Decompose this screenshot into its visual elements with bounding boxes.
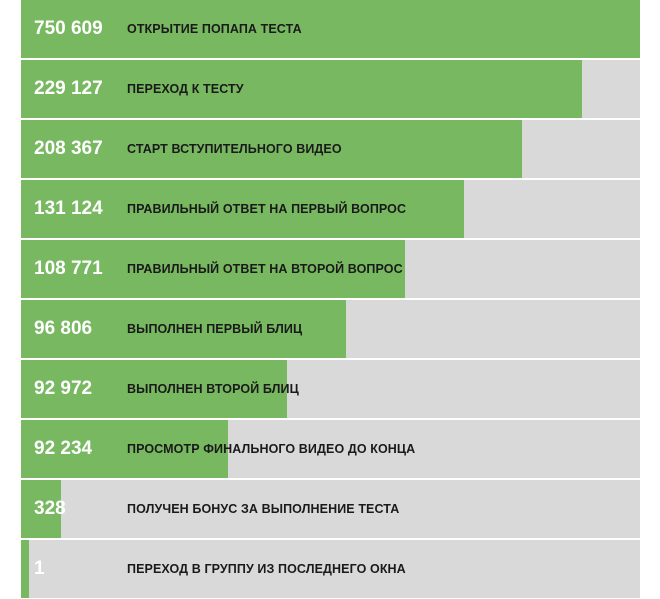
funnel-value-label: 1: [34, 558, 45, 579]
funnel-value-label: 108 771: [34, 258, 103, 279]
funnel-step-label: ПРАВИЛЬНЫЙ ОТВЕТ НА ВТОРОЙ ВОПРОС: [127, 262, 403, 276]
funnel-row: 96 806 ВЫПОЛНЕН ПЕРВЫЙ БЛИЦ: [21, 300, 640, 358]
funnel-bar: [21, 180, 464, 238]
funnel-bar: [21, 0, 640, 58]
funnel-step-label: ВЫПОЛНЕН ВТОРОЙ БЛИЦ: [127, 382, 299, 396]
funnel-bar: [21, 300, 346, 358]
funnel-bar: [21, 120, 522, 178]
funnel-row: 1 ПЕРЕХОД В ГРУППУ ИЗ ПОСЛЕДНЕГО ОКНА: [21, 540, 640, 598]
funnel-value-label: 208 367: [34, 138, 103, 159]
funnel-step-label: ПЕРЕХОД В ГРУППУ ИЗ ПОСЛЕДНЕГО ОКНА: [127, 562, 406, 576]
funnel-value-label: 131 124: [34, 198, 103, 219]
funnel-bar: [21, 60, 582, 118]
funnel-bar: [21, 420, 228, 478]
funnel-bar: [21, 360, 287, 418]
funnel-bar: [21, 240, 405, 298]
funnel-value-label: 229 127: [34, 78, 103, 99]
funnel-step-label: ПОЛУЧЕН БОНУС ЗА ВЫПОЛНЕНИЕ ТЕСТА: [127, 502, 400, 516]
funnel-value-label: 750 609: [34, 18, 103, 39]
funnel-row: 131 124 ПРАВИЛЬНЫЙ ОТВЕТ НА ПЕРВЫЙ ВОПРОС: [21, 180, 640, 238]
funnel-value-label: 92 972: [34, 378, 93, 399]
funnel-step-label: ПРОСМОТР ФИНАЛЬНОГО ВИДЕО ДО КОНЦА: [127, 442, 416, 456]
funnel-row: 750 609 ОТКРЫТИЕ ПОПАПА ТЕСТА: [21, 0, 640, 58]
funnel-row: 108 771 ПРАВИЛЬНЫЙ ОТВЕТ НА ВТОРОЙ ВОПРОС: [21, 240, 640, 298]
funnel-row: 328 ПОЛУЧЕН БОНУС ЗА ВЫПОЛНЕНИЕ ТЕСТА: [21, 480, 640, 538]
funnel-row: 229 127 ПЕРЕХОД К ТЕСТУ: [21, 60, 640, 118]
funnel-step-label: ВЫПОЛНЕН ПЕРВЫЙ БЛИЦ: [127, 322, 303, 336]
funnel-bar: [21, 540, 29, 598]
funnel-row: 92 972 ВЫПОЛНЕН ВТОРОЙ БЛИЦ: [21, 360, 640, 418]
funnel-step-label: СТАРТ ВСТУПИТЕЛЬНОГО ВИДЕО: [127, 142, 342, 156]
funnel-step-label: ПРАВИЛЬНЫЙ ОТВЕТ НА ПЕРВЫЙ ВОПРОС: [127, 202, 407, 216]
funnel-value-label: 328: [34, 498, 66, 519]
funnel-value-label: 96 806: [34, 318, 93, 339]
funnel-row: 208 367 СТАРТ ВСТУПИТЕЛЬНОГО ВИДЕО: [21, 120, 640, 178]
funnel-row: 92 234 ПРОСМОТР ФИНАЛЬНОГО ВИДЕО ДО КОНЦА: [21, 420, 640, 478]
funnel-value-label: 92 234: [34, 438, 93, 459]
funnel-step-label: ОТКРЫТИЕ ПОПАПА ТЕСТА: [127, 22, 302, 36]
funnel-bar: [21, 480, 61, 538]
funnel-step-label: ПЕРЕХОД К ТЕСТУ: [127, 82, 244, 96]
